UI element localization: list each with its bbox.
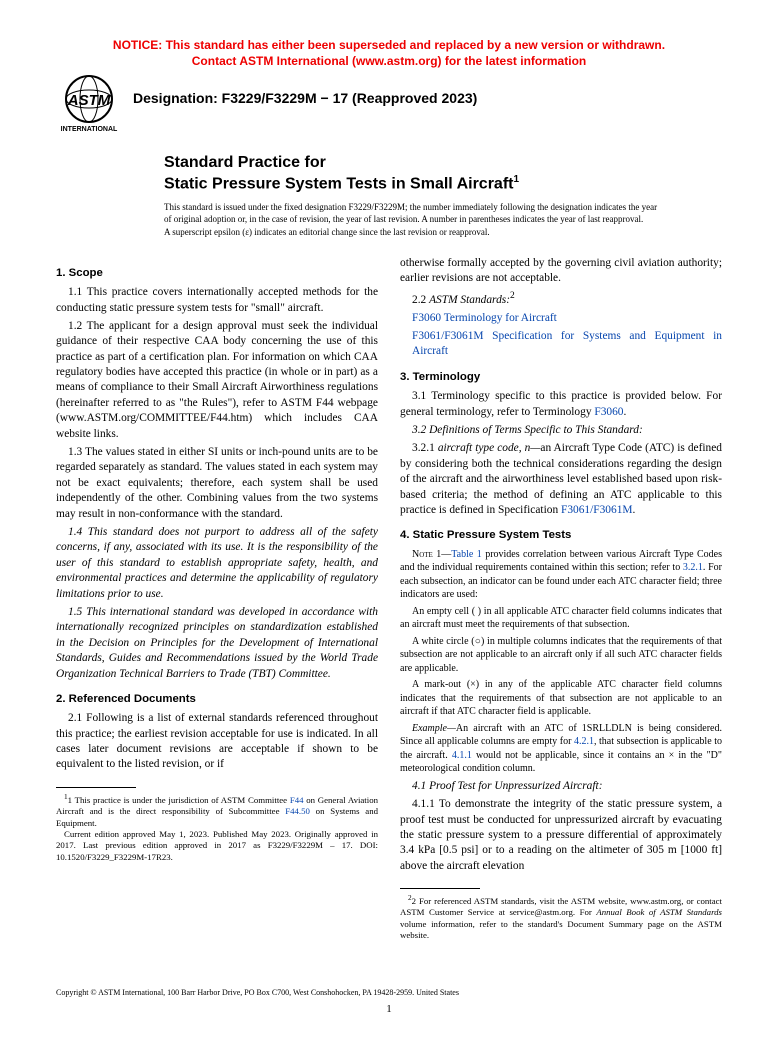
para-1-3: 1.3 The values stated in either SI units…	[56, 445, 378, 522]
link-f3060-b[interactable]: F3060	[594, 406, 623, 418]
para-3-1: 3.1 Terminology specific to this practic…	[400, 389, 722, 420]
footnote-2: 22 For referenced ASTM standards, visit …	[400, 893, 722, 942]
footnote-rule-2	[400, 888, 480, 889]
note-1d: A mark-out (×) in any of the applicable …	[400, 678, 722, 719]
note-1e: Example—An aircraft with an ATC of 1SRLL…	[400, 722, 722, 776]
footnote-rule	[56, 787, 136, 788]
ref-f3061: F3061/F3061M Specification for Systems a…	[412, 329, 722, 360]
link-f44-50[interactable]: F44.50	[285, 806, 310, 816]
link-table-1[interactable]: Table 1	[451, 549, 482, 560]
title-main: Static Pressure System Tests in Small Ai…	[164, 174, 722, 193]
left-column: 1. Scope 1.1 This practice covers intern…	[56, 256, 378, 942]
notice-line-2: Contact ASTM International (www.astm.org…	[192, 54, 586, 68]
footnote-1b: Current edition approved May 1, 2023. Pu…	[56, 829, 378, 863]
right-column: otherwise formally accepted by the gover…	[400, 256, 722, 942]
svg-text:ASTM: ASTM	[67, 92, 111, 109]
header-row: ASTM INTERNATIONAL Designation: F3229/F3…	[56, 75, 722, 135]
title-block: Standard Practice for Static Pressure Sy…	[164, 153, 722, 193]
para-4-1-1: 4.1.1 To demonstrate the integrity of th…	[400, 797, 722, 874]
issuance-note: This standard is issued under the fixed …	[164, 201, 722, 237]
astm-logo: ASTM INTERNATIONAL	[56, 75, 123, 135]
para-3-2: 3.2 Definitions of Terms Specific to Thi…	[400, 423, 722, 438]
para-1-4: 1.4 This standard does not purport to ad…	[56, 525, 378, 602]
para-1-5: 1.5 This international standard was deve…	[56, 605, 378, 682]
copyright-line: Copyright © ASTM International, 100 Barr…	[56, 988, 459, 997]
note-1c: A white circle (○) in multiple columns i…	[400, 635, 722, 676]
para-1-2: 1.2 The applicant for a design approval …	[56, 319, 378, 442]
page-number: 1	[0, 1003, 778, 1015]
link-3-2-1[interactable]: 3.2.1	[683, 562, 703, 573]
document-page: NOTICE: This standard has either been su…	[0, 0, 778, 1041]
para-3-2-1: 3.2.1 aircraft type code, n—an Aircraft …	[400, 441, 722, 518]
section-1-head: 1. Scope	[56, 266, 378, 281]
section-3-head: 3. Terminology	[400, 370, 722, 385]
ref-f3060: F3060 Terminology for Aircraft	[412, 311, 722, 326]
link-f3061-b[interactable]: F3061/F3061M	[561, 504, 633, 516]
notice-line-1: NOTICE: This standard has either been su…	[113, 38, 665, 52]
note-1b: An empty cell ( ) in all applicable ATC …	[400, 605, 722, 632]
para-1-1: 1.1 This practice covers internationally…	[56, 285, 378, 316]
link-f3061[interactable]: F3061/F3061M	[412, 330, 484, 342]
section-2-head: 2. Referenced Documents	[56, 692, 378, 707]
para-2-2: 2.2 ASTM Standards:2	[400, 290, 722, 308]
para-2-1: 2.1 Following is a list of external stan…	[56, 711, 378, 773]
section-4-head: 4. Static Pressure System Tests	[400, 528, 722, 543]
para-2-1-cont: otherwise formally accepted by the gover…	[400, 256, 722, 287]
link-f3060[interactable]: F3060	[412, 312, 441, 324]
link-f44[interactable]: F44	[290, 795, 304, 805]
svg-text:INTERNATIONAL: INTERNATIONAL	[61, 126, 118, 133]
link-4-2-1[interactable]: 4.2.1	[574, 736, 594, 747]
note-1: Note 1—Table 1 provides correlation betw…	[400, 548, 722, 602]
footnote-1: 11 This practice is under the jurisdicti…	[56, 792, 378, 829]
title-lead: Standard Practice for	[164, 153, 722, 174]
notice-banner: NOTICE: This standard has either been su…	[56, 38, 722, 69]
para-4-1: 4.1 Proof Test for Unpressurized Aircraf…	[400, 779, 722, 794]
link-4-1-1[interactable]: 4.1.1	[452, 750, 472, 761]
two-column-body: 1. Scope 1.1 This practice covers intern…	[56, 256, 722, 942]
designation-line: Designation: F3229/F3229M − 17 (Reapprov…	[133, 90, 477, 106]
